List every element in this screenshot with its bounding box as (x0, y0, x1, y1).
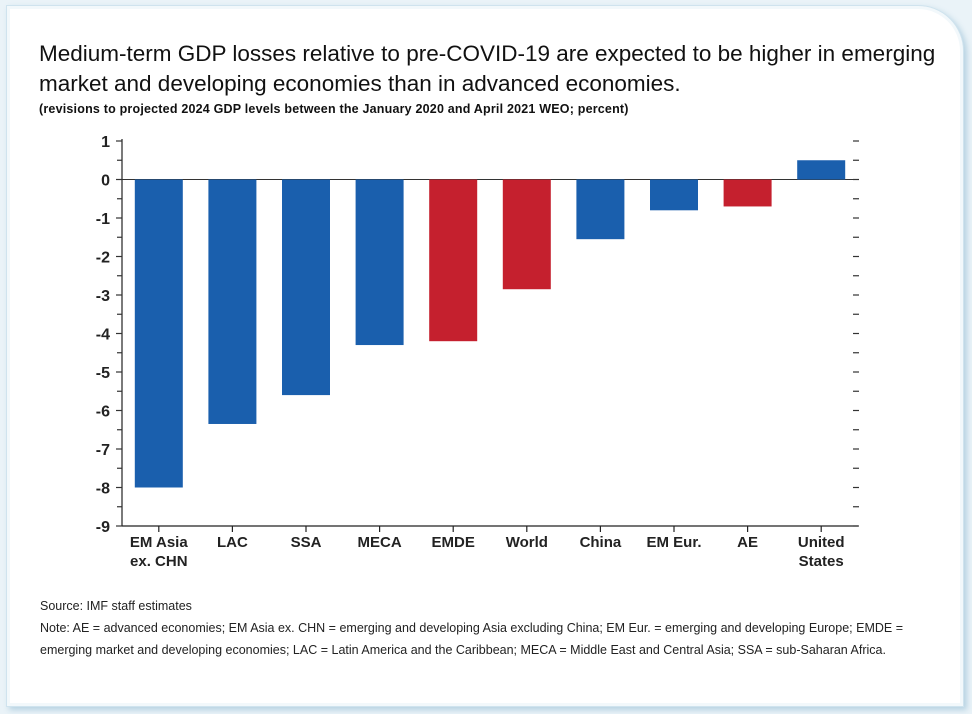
x-tick-label: World (506, 534, 548, 551)
bar-emde (429, 179, 478, 342)
note-text: Note: AE = advanced economies; EM Asia e… (40, 621, 904, 657)
x-tick-label: LAC (217, 534, 248, 551)
chart-notes: Source: IMF staff estimates Note: AE = a… (40, 595, 940, 661)
y-tick-label: -6 (96, 404, 110, 421)
y-tick-label: -5 (96, 365, 110, 382)
bar-world (502, 179, 551, 290)
y-tick-label: -9 (96, 519, 110, 536)
bar-em-eur- (650, 179, 698, 211)
x-tick-label: MECA (358, 534, 402, 551)
x-tick-label: China (580, 534, 622, 551)
bar-china (576, 179, 625, 240)
y-tick-label: -8 (96, 481, 110, 498)
y-tick-label: -3 (96, 288, 110, 305)
x-tick-label: United States (798, 534, 845, 570)
bar-ssa (282, 179, 330, 396)
x-tick-label: EMDE (432, 534, 475, 551)
x-tick-label: EM Asia ex. CHN (130, 534, 188, 570)
x-tick-label: EM Eur. (646, 534, 701, 551)
bar-em-asia-ex-chn (134, 179, 183, 488)
y-tick-label: -1 (96, 211, 110, 228)
x-tick-label: SSA (291, 534, 322, 551)
bar-meca (355, 179, 404, 346)
chart-title: Medium-term GDP losses relative to pre-C… (39, 41, 936, 96)
y-tick-label: 0 (101, 173, 110, 190)
y-tick-label: -4 (96, 327, 110, 344)
chart-subtitle: (revisions to projected 2024 GDP levels … (39, 102, 629, 116)
bar-united-states (797, 160, 846, 180)
y-tick-label: -2 (96, 250, 110, 267)
bar-lac (208, 179, 257, 424)
source-text: Source: IMF staff estimates (40, 599, 192, 613)
y-tick-label: -7 (96, 442, 110, 459)
x-tick-label: AE (737, 534, 758, 551)
bar-ae (723, 179, 772, 207)
y-tick-label: 1 (101, 134, 110, 151)
